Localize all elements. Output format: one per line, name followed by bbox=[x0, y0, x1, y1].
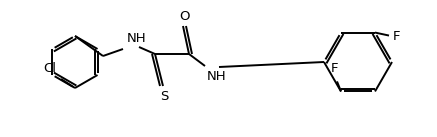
Text: O: O bbox=[179, 10, 189, 23]
Text: Cl: Cl bbox=[43, 62, 56, 75]
Text: F: F bbox=[393, 30, 400, 43]
Text: NH: NH bbox=[127, 32, 147, 45]
Text: S: S bbox=[160, 90, 168, 103]
Text: F: F bbox=[331, 62, 339, 75]
Text: NH: NH bbox=[207, 70, 227, 83]
